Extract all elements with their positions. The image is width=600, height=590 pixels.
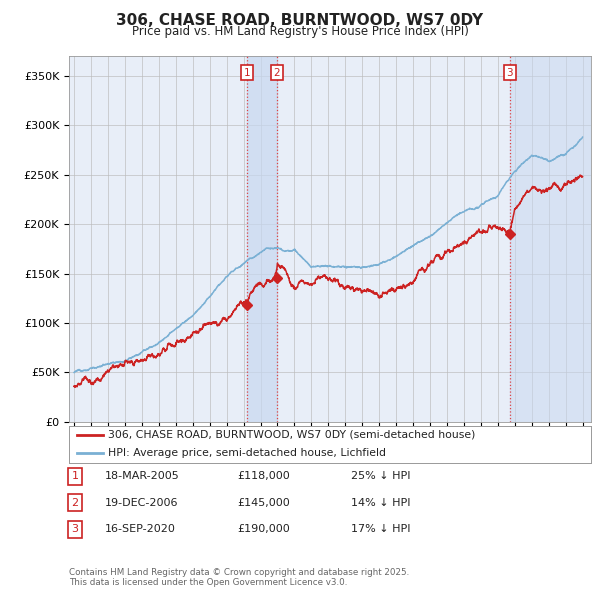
Text: £118,000: £118,000: [237, 471, 290, 481]
Bar: [510, 56, 591, 422]
Text: 2: 2: [274, 67, 280, 77]
Text: 19-DEC-2006: 19-DEC-2006: [105, 498, 179, 507]
Text: 25% ↓ HPI: 25% ↓ HPI: [351, 471, 410, 481]
Text: £190,000: £190,000: [237, 525, 290, 534]
Text: 16-SEP-2020: 16-SEP-2020: [105, 525, 176, 534]
Text: 1: 1: [244, 67, 250, 77]
Text: 14% ↓ HPI: 14% ↓ HPI: [351, 498, 410, 507]
Text: 17% ↓ HPI: 17% ↓ HPI: [351, 525, 410, 534]
Text: 1: 1: [71, 471, 79, 481]
Text: 2: 2: [71, 498, 79, 507]
Text: 3: 3: [506, 67, 513, 77]
Text: Price paid vs. HM Land Registry's House Price Index (HPI): Price paid vs. HM Land Registry's House …: [131, 25, 469, 38]
Bar: [247, 56, 277, 422]
Text: £145,000: £145,000: [237, 498, 290, 507]
Text: 306, CHASE ROAD, BURNTWOOD, WS7 0DY (semi-detached house): 306, CHASE ROAD, BURNTWOOD, WS7 0DY (sem…: [108, 430, 476, 440]
Text: HPI: Average price, semi-detached house, Lichfield: HPI: Average price, semi-detached house,…: [108, 448, 386, 458]
Text: 306, CHASE ROAD, BURNTWOOD, WS7 0DY: 306, CHASE ROAD, BURNTWOOD, WS7 0DY: [116, 13, 484, 28]
Text: 18-MAR-2005: 18-MAR-2005: [105, 471, 180, 481]
Text: 3: 3: [71, 525, 79, 534]
Text: Contains HM Land Registry data © Crown copyright and database right 2025.
This d: Contains HM Land Registry data © Crown c…: [69, 568, 409, 587]
